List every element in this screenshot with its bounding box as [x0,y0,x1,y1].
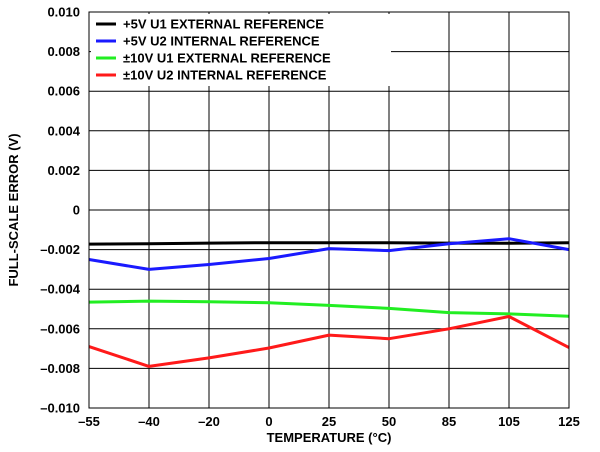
series-line-2 [88,237,570,271]
plot-frame [88,11,570,409]
x-tick-label: 105 [498,414,520,429]
y-tick-label: 0 [73,203,80,218]
y-tick-label: 0.002 [47,163,80,178]
series-line-1 [88,241,570,246]
x-tick-labels: –55 –40 –20 0 25 50 85 105 125 [78,414,580,429]
legend-label: ±10V U2 INTERNAL REFERENCE [123,68,327,83]
series-lines [88,237,570,368]
x-tick-label: 125 [558,414,580,429]
y-tick-label: 0.006 [47,84,80,99]
x-tick-label: 0 [265,414,272,429]
y-tick-label: 0.010 [47,5,80,20]
y-tick-label: –0.008 [40,361,80,376]
legend-background [91,14,391,86]
x-tick-label: 25 [322,414,336,429]
legend-label: +5V U2 INTERNAL REFERENCE [123,34,320,49]
legend-label: ±10V U1 EXTERNAL REFERENCE [123,51,331,66]
y-tick-label: –0.004 [40,282,81,297]
y-tick-label: –0.006 [40,321,80,336]
y-axis-label: FULL-SCALE ERROR (V) [6,133,21,286]
x-tick-label: –40 [138,414,160,429]
y-tick-label: –0.002 [40,242,80,257]
x-tick-label: –55 [78,414,100,429]
y-tick-label: 0.004 [47,123,80,138]
y-tick-labels: 0.010 0.008 0.006 0.004 0.002 0 –0.002 –0.004 –0… [40,5,81,416]
legend: +5V U1 EXTERNAL REFERENCE +5V U2 INTERNAL… [91,14,391,86]
x-tick-label: 85 [442,414,456,429]
x-axis-label: TEMPERATURE (°C) [267,430,392,445]
series-line-3 [88,299,570,318]
x-tick-label: 50 [382,414,396,429]
y-tick-label: –0.010 [40,401,80,416]
x-tick-label: –20 [198,414,220,429]
legend-label: +5V U1 EXTERNAL REFERENCE [123,17,324,32]
series-line-4 [88,315,570,368]
y-tick-label: 0.008 [47,44,80,59]
